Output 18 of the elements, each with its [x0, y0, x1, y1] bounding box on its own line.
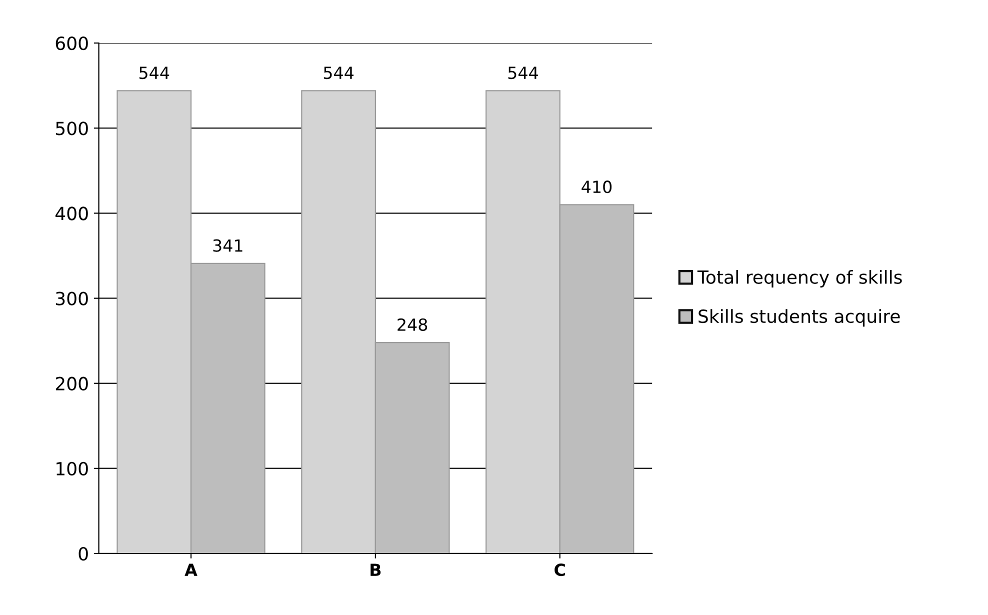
data-label: 410 [582, 180, 612, 194]
y-tick-label: 300 [56, 292, 88, 306]
data-label: 544 [508, 66, 538, 80]
y-tick-label: 100 [56, 462, 88, 476]
y-tick-label: 0 [78, 546, 88, 561]
data-label: 341 [213, 239, 242, 252]
legend-label: Skills students acquire [698, 309, 900, 327]
y-tick-label: 200 [56, 376, 88, 390]
x-tick-label: C [554, 564, 565, 576]
y-tick-label: 500 [56, 122, 88, 136]
data-label: 248 [398, 318, 428, 331]
legend-label: Total requency of skills [697, 270, 902, 288]
data-label: 544 [140, 66, 170, 80]
y-tick-label: 400 [55, 206, 88, 220]
y-tick-label: 600 [56, 36, 88, 50]
x-tick-label: B [370, 564, 381, 576]
x-tick-label: A [184, 564, 198, 576]
data-label: 544 [324, 66, 354, 80]
